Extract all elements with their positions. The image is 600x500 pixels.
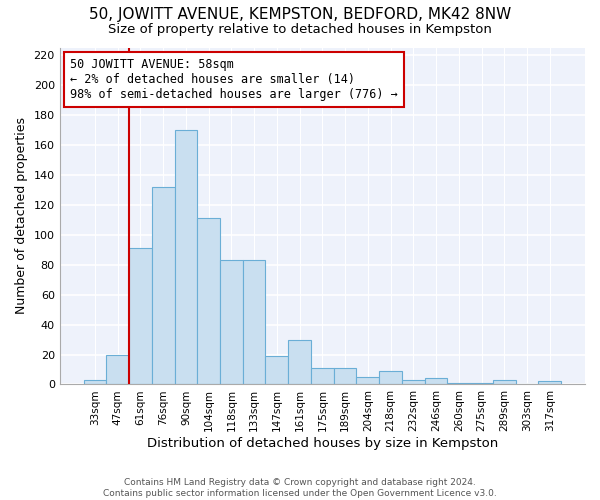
Bar bbox=[265, 356, 288, 384]
Text: 50 JOWITT AVENUE: 58sqm
← 2% of detached houses are smaller (14)
98% of semi-det: 50 JOWITT AVENUE: 58sqm ← 2% of detached… bbox=[70, 58, 398, 100]
Bar bbox=[175, 130, 197, 384]
Bar bbox=[356, 377, 379, 384]
Bar bbox=[311, 368, 334, 384]
Bar bbox=[334, 368, 356, 384]
Bar bbox=[220, 260, 243, 384]
Bar bbox=[288, 340, 311, 384]
Bar bbox=[470, 383, 493, 384]
Bar bbox=[243, 260, 265, 384]
Bar bbox=[538, 382, 561, 384]
Bar bbox=[402, 380, 425, 384]
Bar bbox=[106, 354, 129, 384]
Bar bbox=[425, 378, 448, 384]
Bar bbox=[129, 248, 152, 384]
Text: Size of property relative to detached houses in Kempston: Size of property relative to detached ho… bbox=[108, 22, 492, 36]
Bar bbox=[152, 187, 175, 384]
X-axis label: Distribution of detached houses by size in Kempston: Distribution of detached houses by size … bbox=[147, 437, 498, 450]
Bar bbox=[379, 371, 402, 384]
Bar bbox=[448, 383, 470, 384]
Y-axis label: Number of detached properties: Number of detached properties bbox=[15, 118, 28, 314]
Text: Contains HM Land Registry data © Crown copyright and database right 2024.
Contai: Contains HM Land Registry data © Crown c… bbox=[103, 478, 497, 498]
Text: 50, JOWITT AVENUE, KEMPSTON, BEDFORD, MK42 8NW: 50, JOWITT AVENUE, KEMPSTON, BEDFORD, MK… bbox=[89, 8, 511, 22]
Bar bbox=[197, 218, 220, 384]
Bar bbox=[83, 380, 106, 384]
Bar bbox=[493, 380, 515, 384]
